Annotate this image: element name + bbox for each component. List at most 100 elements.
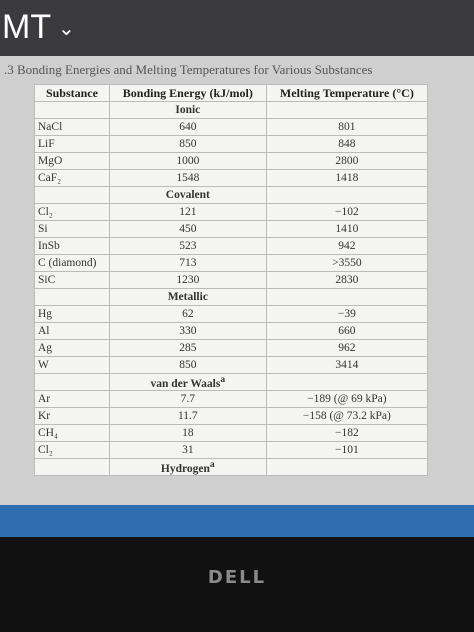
cell: 1548 [108, 169, 267, 187]
cell: −101 [265, 441, 429, 459]
cell: 11.7 [108, 407, 267, 425]
footnote-marker: a [220, 374, 226, 386]
cell: 1410 [265, 220, 429, 238]
cell: −182 [265, 424, 429, 442]
cell [265, 288, 429, 306]
cell: 1230 [108, 271, 267, 289]
cell: 660 [265, 322, 429, 340]
data-row: Cl₂ 121 −102 [34, 203, 429, 221]
footnote-marker: a [209, 459, 215, 471]
data-row: MgO 1000 2800 [34, 152, 429, 170]
data-row: Hg 62 −39 [34, 305, 429, 323]
cell: SiC [34, 271, 110, 289]
section-name: Covalent [108, 186, 267, 204]
table-caption: .3 Bonding Energies and Melting Temperat… [4, 62, 373, 77]
cell: 962 [265, 339, 429, 357]
cell [265, 101, 429, 119]
taskbar [0, 505, 474, 537]
data-row: LiF 850 848 [34, 135, 429, 153]
cell: 2800 [265, 152, 429, 170]
cell: 713 [108, 254, 267, 272]
cell [265, 458, 429, 476]
cell: 7.7 [108, 390, 267, 408]
cell [265, 373, 429, 391]
cell: LiF [34, 135, 110, 153]
data-row: InSb 523 942 [34, 237, 429, 255]
app-label: MT [2, 8, 52, 46]
cell: 31 [108, 441, 267, 459]
data-row: W 850 3414 [34, 356, 429, 374]
bezel: DELL [0, 537, 474, 632]
cell: 1418 [265, 169, 429, 187]
cell: 18 [108, 424, 267, 442]
cell: InSb [34, 237, 110, 255]
data-table: Substance Bonding Energy (kJ/mol) Melting … [34, 84, 429, 476]
cell: 640 [108, 118, 267, 136]
data-row: Ag 285 962 [34, 339, 429, 357]
data-row: SiC 1230 2830 [34, 271, 429, 289]
section-row: Metallic [34, 288, 429, 306]
cell: 330 [108, 322, 267, 340]
brand-logo: DELL [207, 567, 267, 588]
cell: NaCl [34, 118, 110, 136]
cell: 450 [108, 220, 267, 238]
cell: −189 (@ 69 kPa) [265, 390, 429, 408]
column-header: Melting Temperature (°C) [265, 84, 429, 102]
cell: W [34, 356, 110, 374]
cell: −39 [265, 305, 429, 323]
section-label: Hydrogen [160, 462, 210, 475]
cell: −158 (@ 73.2 kPa) [265, 407, 429, 425]
cell: Cl₂ [34, 441, 110, 459]
cell: CaF₂ [34, 169, 110, 187]
cell: 942 [265, 237, 429, 255]
cell: >3550 [265, 254, 429, 272]
cell: 121 [108, 203, 267, 221]
section-name: van der Waalsa [108, 373, 267, 391]
data-row: Ar 7.7 −189 (@ 69 kPa) [34, 390, 429, 408]
cell: Kr [34, 407, 110, 425]
data-row: C (diamond) 713 >3550 [34, 254, 429, 272]
section-name: Hydrogena [108, 458, 267, 476]
data-row: Si 450 1410 [34, 220, 429, 238]
cell: C (diamond) [34, 254, 110, 272]
cell: 848 [265, 135, 429, 153]
cell: 2830 [265, 271, 429, 289]
cell: 801 [265, 118, 429, 136]
top-bar: MT ⌄ [0, 0, 474, 56]
cell: Si [34, 220, 110, 238]
column-header: Bonding Energy (kJ/mol) [108, 84, 267, 102]
section-name: Ionic [108, 101, 267, 119]
section-row: van der Waalsa [34, 373, 429, 391]
cell: 285 [108, 339, 267, 357]
cell: 62 [108, 305, 267, 323]
data-row: CH₄ 18 −182 [34, 424, 429, 442]
cell: 523 [108, 237, 267, 255]
cell: 3414 [265, 356, 429, 374]
cell: 850 [108, 356, 267, 374]
cell: Ar [34, 390, 110, 408]
cell: −102 [265, 203, 429, 221]
cell: Hg [34, 305, 110, 323]
cell: Cl₂ [34, 203, 110, 221]
cell [265, 186, 429, 204]
data-row: Kr 11.7 −158 (@ 73.2 kPa) [34, 407, 429, 425]
data-row: Al 330 660 [34, 322, 429, 340]
cell [34, 373, 110, 391]
section-label: van der Waals [150, 377, 221, 390]
section-label: Covalent [165, 189, 210, 201]
header-row: Substance Bonding Energy (kJ/mol) Melting … [34, 84, 429, 102]
section-name: Metallic [108, 288, 267, 306]
section-row: Hydrogena [34, 458, 429, 476]
cell [34, 186, 110, 204]
cell [34, 101, 110, 119]
cell: CH₄ [34, 424, 110, 442]
data-row: Cl₂ 31 −101 [34, 441, 429, 459]
column-header: Substance [34, 84, 110, 102]
menu-icon[interactable]: ⌄ [58, 18, 75, 40]
section-row: Ionic [34, 101, 429, 119]
data-row: CaF₂ 1548 1418 [34, 169, 429, 187]
section-label: Ionic [175, 104, 201, 116]
cell: 850 [108, 135, 267, 153]
cell: Al [34, 322, 110, 340]
